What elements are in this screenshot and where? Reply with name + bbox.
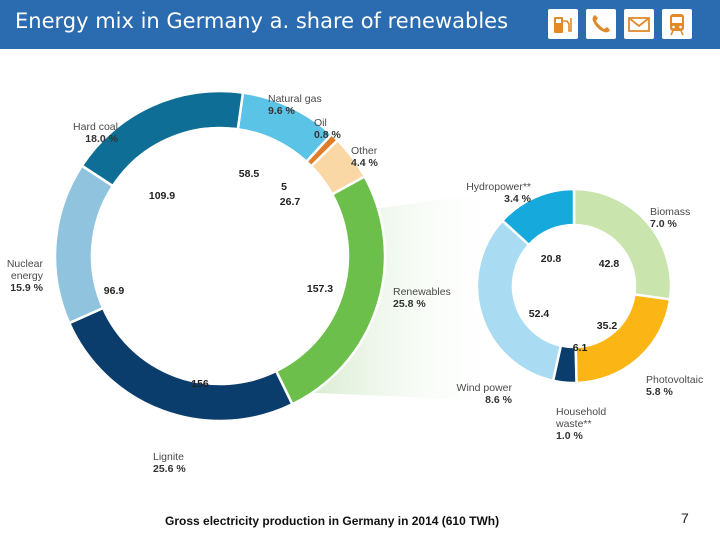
main-slice-hard-coal xyxy=(80,89,245,188)
percent-label-nuclear-energy: 15.9 % xyxy=(10,282,43,294)
category-name-photovoltaic: Photovoltaic xyxy=(646,374,703,386)
percent-label-natural-gas: 9.6 % xyxy=(268,105,296,117)
chart-caption: Gross electricity production in Germany … xyxy=(165,514,500,528)
category-name-nuclear-energy: Nuclear xyxy=(7,258,44,270)
renewables-slice-wind-power xyxy=(475,218,563,383)
energy-mix-chart: 58.5 5 26.7 157.3 156 96.9 109.9 42.8 35.2 6.1 52.… xyxy=(7,89,703,475)
percent-label-hydropower: 3.4 % xyxy=(504,193,532,205)
value-label-other: 26.7 xyxy=(280,196,301,208)
page-title: Energy mix in Germany a. share of renewa… xyxy=(15,9,509,33)
value-label-renewables: 157.3 xyxy=(307,283,333,295)
mail-icon[interactable] xyxy=(624,9,654,39)
value-label-biomass: 42.8 xyxy=(599,258,620,270)
category-name-household-waste: Household xyxy=(556,406,606,418)
header-bar: Energy mix in Germany a. share of renewa… xyxy=(0,0,720,49)
percent-label-other: 4.4 % xyxy=(351,157,379,169)
percent-label-household-waste: 1.0 % xyxy=(556,430,584,442)
value-label-hard-coal: 109.9 xyxy=(149,190,175,202)
train-icon[interactable] xyxy=(662,9,692,39)
percent-label-hard-coal: 18.0 % xyxy=(85,133,118,145)
main-slice-nuclear-energy xyxy=(53,163,115,325)
page-number: 7 xyxy=(681,510,689,526)
percent-label-photovoltaic: 5.8 % xyxy=(646,386,674,398)
value-label-nuclear-energy: 96.9 xyxy=(104,285,125,297)
category-name-natural-gas: Natural gas xyxy=(268,93,322,105)
value-label-hydropower: 20.8 xyxy=(541,253,562,265)
category-name-nuclear-energy: energy xyxy=(11,270,44,282)
category-name-lignite: Lignite xyxy=(153,451,184,463)
category-name-other: Other xyxy=(351,145,378,157)
label-hydropower: Hydropower**3.4 % xyxy=(466,181,531,205)
percent-label-biomass: 7.0 % xyxy=(650,218,678,230)
value-label-wind-power: 52.4 xyxy=(529,308,550,320)
phone-icon[interactable] xyxy=(586,9,616,39)
value-label-photovoltaic: 35.2 xyxy=(597,320,618,332)
category-name-hydropower: Hydropower** xyxy=(466,181,531,193)
fuel-pump-icon[interactable] xyxy=(548,9,578,39)
category-name-household-waste: waste** xyxy=(555,418,592,430)
percent-label-lignite: 25.6 % xyxy=(153,463,186,475)
category-name-wind-power: Wind power xyxy=(457,382,513,394)
value-label-natural-gas: 58.5 xyxy=(239,168,260,180)
percent-label-wind-power: 8.6 % xyxy=(485,394,513,406)
main-slice-lignite xyxy=(67,306,295,423)
percent-label-renewables: 25.8 % xyxy=(393,298,426,310)
category-name-hard-coal: Hard coal xyxy=(73,121,118,133)
value-label-oil: 5 xyxy=(281,181,287,193)
renewables-slice-hydropower xyxy=(500,187,576,247)
category-name-oil: Oil xyxy=(314,117,327,129)
value-label-household-waste: 6.1 xyxy=(573,342,588,354)
percent-label-oil: 0.8 % xyxy=(314,129,342,141)
renewables-slice-photovoltaic xyxy=(574,293,672,385)
value-label-lignite: 156 xyxy=(191,378,209,390)
renewables-connector-band xyxy=(312,191,504,401)
category-name-renewables: Renewables xyxy=(393,286,451,298)
category-name-biomass: Biomass xyxy=(650,206,690,218)
